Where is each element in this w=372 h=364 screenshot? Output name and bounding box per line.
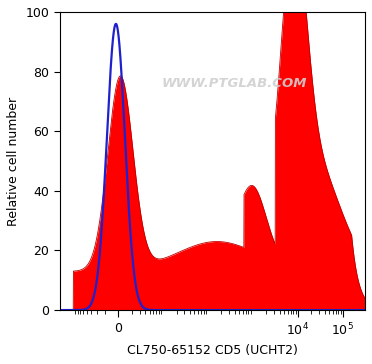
- X-axis label: CL750-65152 CD5 (UCHT2): CL750-65152 CD5 (UCHT2): [127, 344, 298, 357]
- Text: WWW.PTGLAB.COM: WWW.PTGLAB.COM: [161, 77, 307, 90]
- Y-axis label: Relative cell number: Relative cell number: [7, 96, 20, 226]
